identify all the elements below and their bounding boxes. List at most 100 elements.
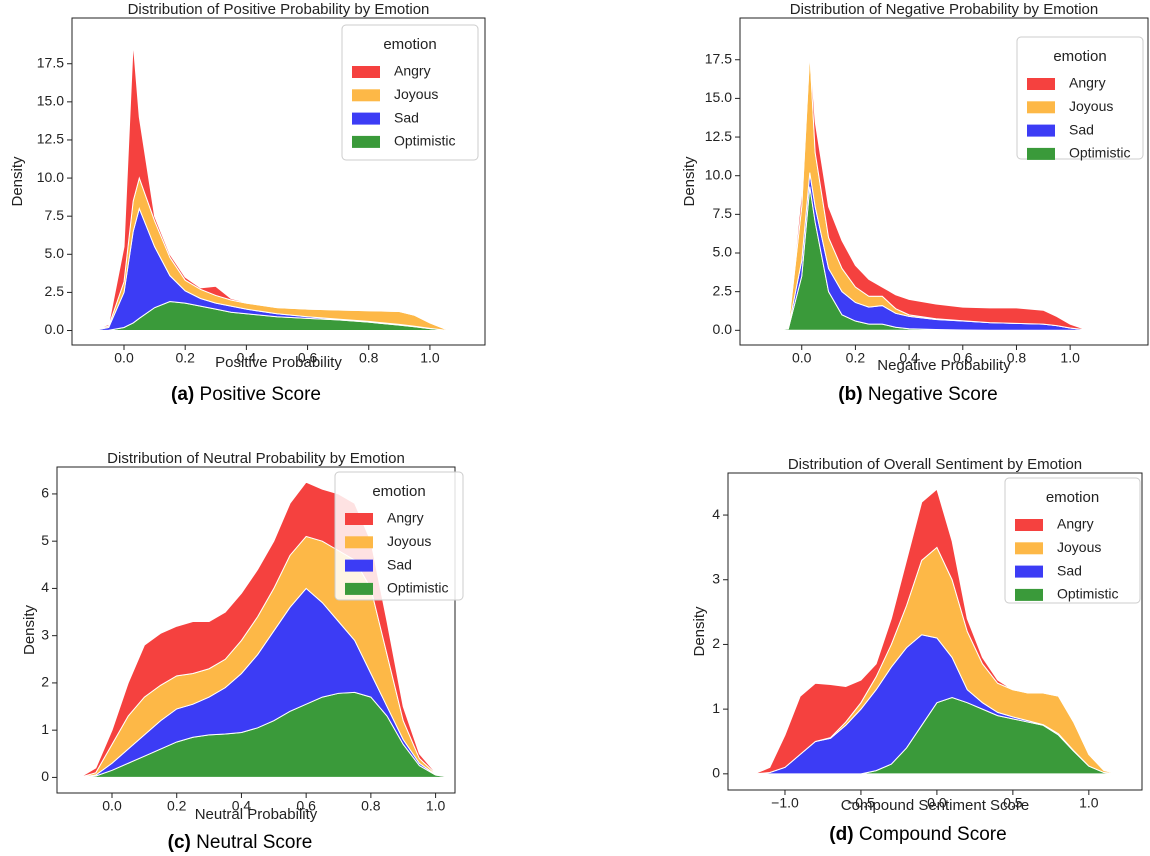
y-tick-label: 2.5 bbox=[45, 283, 65, 299]
plot-area bbox=[93, 42, 461, 332]
x-tick-label: 0.2 bbox=[167, 798, 187, 814]
caption-label: (d) bbox=[829, 824, 853, 845]
caption-label: (a) bbox=[171, 384, 194, 405]
y-axis-label: Density bbox=[691, 606, 708, 657]
caption-text: Negative Score bbox=[868, 384, 998, 405]
legend-label: Joyous bbox=[1069, 98, 1113, 114]
x-tick-label: 0.2 bbox=[175, 350, 195, 366]
chart-panel: 0.0 0.2 0.4 0.6 0.8 1.0 0 1 2 3 4 5 6 Distribution of… bbox=[21, 450, 464, 853]
legend-swatch bbox=[1027, 124, 1055, 137]
y-tick-label: 1 bbox=[41, 721, 49, 737]
legend-label: Angry bbox=[387, 510, 424, 526]
x-tick-label: 0.6 bbox=[953, 350, 973, 366]
x-tick-label: −0.5 bbox=[847, 795, 875, 811]
legend: emotion Angry Joyous Sad Optimistic bbox=[1004, 477, 1141, 604]
y-tick-label: 15.0 bbox=[37, 93, 64, 109]
legend-title: emotion bbox=[1046, 489, 1099, 506]
x-tick-label: 0.4 bbox=[899, 350, 919, 366]
caption-text: Positive Score bbox=[200, 384, 321, 405]
y-tick-label: 12.5 bbox=[705, 128, 732, 144]
chart-title: Distribution of Negative Probability by … bbox=[790, 1, 1098, 18]
legend-swatch bbox=[352, 112, 380, 125]
axes-frame bbox=[739, 17, 1149, 346]
legend-title: emotion bbox=[1053, 48, 1106, 65]
y-tick-label: 5.0 bbox=[45, 245, 65, 261]
y-tick-label: 5.0 bbox=[713, 244, 733, 260]
legend-swatch bbox=[1015, 588, 1043, 601]
legend-box bbox=[341, 24, 479, 161]
x-tick-label: 0.0 bbox=[927, 795, 947, 811]
legend-label: Optimistic bbox=[394, 133, 455, 149]
legend-label: Sad bbox=[387, 556, 412, 572]
x-tick-label: 1.0 bbox=[426, 798, 446, 814]
legend-label: Joyous bbox=[1057, 539, 1101, 555]
area bbox=[774, 45, 1098, 331]
area bbox=[93, 42, 461, 332]
legend-label: Angry bbox=[1069, 75, 1106, 91]
legend-swatch bbox=[345, 536, 373, 549]
x-tick-label: 1.0 bbox=[420, 350, 440, 366]
x-tick-label: 0.8 bbox=[359, 350, 379, 366]
x-tick-label: 0.2 bbox=[846, 350, 866, 366]
x-tick-label: 0.4 bbox=[237, 350, 257, 366]
legend-swatch bbox=[1027, 78, 1055, 90]
caption: (b) Negative Score bbox=[838, 384, 997, 405]
chart-title: Distribution of Positive Probability by … bbox=[128, 1, 430, 18]
legend-swatch bbox=[352, 135, 380, 148]
y-tick-label: 6 bbox=[41, 485, 49, 501]
x-tick-label: 0.6 bbox=[298, 350, 318, 366]
x-tick-label: 0.0 bbox=[114, 350, 134, 366]
x-tick-label: 0.6 bbox=[296, 798, 316, 814]
y-tick-label: 0.0 bbox=[45, 321, 65, 337]
y-tick-label: 15.0 bbox=[705, 89, 732, 105]
x-tick-label: 1.0 bbox=[1079, 795, 1099, 811]
chart-panel: −1.0 −0.5 0.0 0.5 1.0 0 1 2 3 4 Distribution of Ov… bbox=[691, 456, 1143, 845]
legend-label: Optimistic bbox=[1069, 145, 1130, 161]
chart-title: Distribution of Neutral Probability by E… bbox=[107, 450, 405, 467]
x-tick-label: −1.0 bbox=[771, 795, 799, 811]
legend-label: Joyous bbox=[394, 86, 438, 102]
y-tick-label: 0 bbox=[41, 768, 49, 784]
legend-swatch bbox=[1027, 147, 1055, 160]
chart-title: Distribution of Overall Sentiment by Emo… bbox=[788, 456, 1082, 473]
x-axis-label: Negative Probability bbox=[877, 357, 1011, 374]
x-tick-label: 0.0 bbox=[102, 798, 122, 814]
y-tick-label: 17.5 bbox=[705, 50, 732, 66]
legend-swatch bbox=[345, 582, 373, 595]
legend-label: Angry bbox=[1057, 516, 1094, 532]
y-tick-label: 3 bbox=[712, 570, 720, 586]
plot-area bbox=[754, 488, 1120, 775]
y-tick-label: 4 bbox=[712, 506, 720, 522]
legend-label: Sad bbox=[1069, 121, 1094, 137]
x-tick-label: 0.0 bbox=[792, 350, 812, 366]
y-tick-label: 10.0 bbox=[37, 169, 64, 185]
legend: emotion Angry Joyous Sad Optimistic bbox=[1016, 36, 1144, 161]
legend-swatch bbox=[1015, 519, 1043, 531]
caption: (d) Compound Score bbox=[829, 824, 1006, 845]
y-tick-label: 2 bbox=[41, 674, 49, 690]
y-axis-label: Density bbox=[9, 156, 26, 207]
x-axis-label: Positive Probability bbox=[215, 354, 342, 371]
y-tick-label: 7.5 bbox=[713, 205, 733, 221]
x-tick-label: 0.4 bbox=[232, 798, 252, 814]
x-tick-label: 0.8 bbox=[361, 798, 381, 814]
x-tick-label: 0.5 bbox=[1003, 795, 1023, 811]
area bbox=[754, 488, 1120, 775]
chart-panel: 0.0 0.2 0.4 0.6 0.8 1.0 0.0 2.5 5.0 7.5 10.0 12.5 15… bbox=[9, 1, 486, 405]
y-tick-label: 0 bbox=[712, 765, 720, 781]
legend-label: Sad bbox=[394, 109, 419, 125]
y-tick-label: 10.0 bbox=[705, 166, 732, 182]
legend-swatch bbox=[1027, 101, 1055, 114]
x-axis-label: Neutral Probability bbox=[195, 806, 318, 823]
legend-label: Optimistic bbox=[1057, 586, 1118, 602]
caption-label: (c) bbox=[168, 832, 191, 853]
legend-label: Angry bbox=[394, 63, 431, 79]
y-tick-label: 3 bbox=[41, 626, 49, 642]
axes-frame bbox=[727, 472, 1143, 791]
axes-frame bbox=[71, 17, 486, 346]
y-tick-label: 0.0 bbox=[713, 321, 733, 337]
x-tick-label: 1.0 bbox=[1060, 350, 1080, 366]
caption: (c) Neutral Score bbox=[168, 832, 313, 853]
legend-label: Sad bbox=[1057, 562, 1082, 578]
